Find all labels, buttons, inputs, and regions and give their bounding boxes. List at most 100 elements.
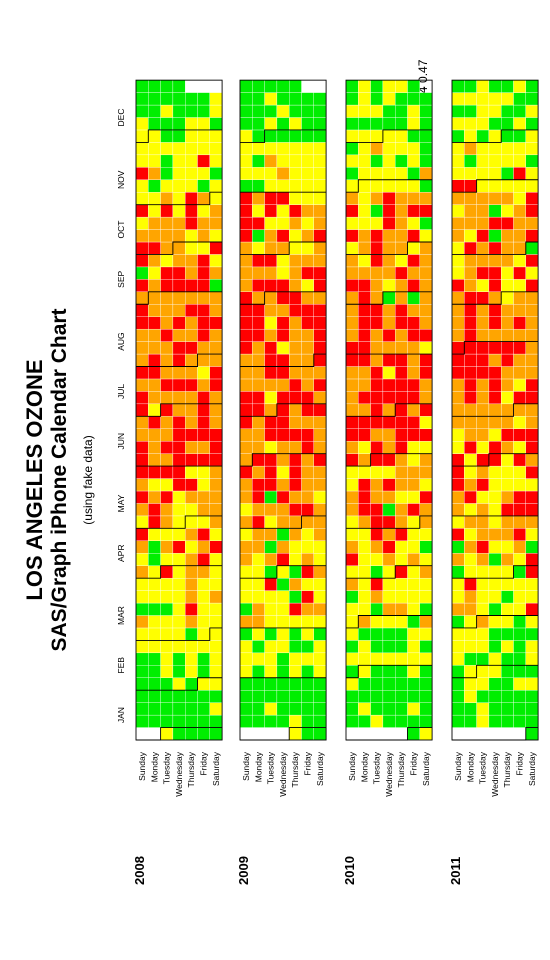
day-cell xyxy=(239,154,253,168)
day-cell xyxy=(160,192,174,205)
day-cell xyxy=(148,279,161,292)
day-cell xyxy=(395,192,408,205)
day-cell xyxy=(264,117,278,131)
day-cell xyxy=(345,490,359,504)
day-cell xyxy=(276,266,290,280)
weekday-label: Saturday xyxy=(421,751,431,786)
day-cell xyxy=(407,104,420,118)
day-cell xyxy=(488,241,502,255)
day-cell xyxy=(501,677,514,691)
day-cell xyxy=(289,304,302,317)
day-cell xyxy=(370,391,384,405)
day-cell xyxy=(252,602,265,616)
day-cell xyxy=(209,602,223,616)
day-cell xyxy=(395,129,408,143)
day-cell xyxy=(395,92,408,106)
day-cell xyxy=(313,565,327,579)
day-cell xyxy=(185,441,198,454)
day-cell xyxy=(313,515,327,529)
day-cell xyxy=(407,403,420,417)
day-cell xyxy=(451,478,465,492)
day-cell xyxy=(289,540,302,554)
day-cell xyxy=(197,154,210,168)
month-label: MAR xyxy=(116,606,126,625)
day-cell xyxy=(513,652,526,666)
day-cell xyxy=(395,179,408,193)
day-cell xyxy=(407,553,420,566)
day-cell xyxy=(301,714,314,728)
day-cell xyxy=(264,192,278,205)
day-cell xyxy=(172,677,186,691)
day-cell xyxy=(358,92,371,106)
day-cell xyxy=(395,154,408,168)
day-cell xyxy=(513,540,526,554)
month-label: JAN xyxy=(116,707,126,723)
day-cell xyxy=(135,565,149,579)
day-cell xyxy=(148,615,161,629)
day-cell xyxy=(345,465,359,479)
day-cell xyxy=(289,154,302,168)
day-cell xyxy=(135,179,149,193)
day-cell xyxy=(382,316,396,330)
day-cell xyxy=(252,677,265,691)
day-cell xyxy=(451,179,465,193)
day-cell xyxy=(135,416,149,429)
day-cell xyxy=(501,279,514,292)
day-cell xyxy=(276,167,290,180)
day-cell xyxy=(513,428,526,442)
day-cell xyxy=(197,117,210,131)
day-cell xyxy=(252,79,265,93)
day-cell xyxy=(289,353,302,367)
day-cell xyxy=(239,341,253,355)
day-cell xyxy=(239,254,253,268)
day-cell xyxy=(252,490,265,504)
day-cell xyxy=(264,403,278,417)
day-cell xyxy=(135,453,149,467)
day-cell xyxy=(451,416,465,429)
day-cell xyxy=(197,254,210,268)
day-cell xyxy=(488,665,502,678)
day-cell xyxy=(313,553,327,566)
day-cell xyxy=(172,478,186,492)
day-cell xyxy=(419,241,433,255)
day-cell xyxy=(239,391,253,405)
day-cell xyxy=(488,428,502,442)
day-cell xyxy=(464,341,477,355)
day-cell xyxy=(160,553,174,566)
day-cell xyxy=(239,291,253,305)
day-cell xyxy=(345,428,359,442)
day-cell xyxy=(172,79,186,93)
day-cell xyxy=(276,428,290,442)
day-cell xyxy=(513,316,526,330)
day-cell xyxy=(160,690,174,703)
day-cell xyxy=(525,216,539,230)
day-cell xyxy=(252,341,265,355)
day-cell xyxy=(476,241,490,255)
day-cell xyxy=(464,391,477,405)
day-cell xyxy=(464,353,477,367)
day-cell xyxy=(451,677,465,691)
day-cell xyxy=(476,627,490,641)
day-cell xyxy=(358,615,371,629)
day-cell xyxy=(289,403,302,417)
year-frame xyxy=(135,79,223,741)
day-cell xyxy=(252,503,265,517)
day-cell xyxy=(464,254,477,268)
day-cell xyxy=(313,652,327,666)
day-cell xyxy=(464,652,477,666)
day-cell xyxy=(276,291,290,305)
day-cell xyxy=(289,117,302,131)
day-cell xyxy=(197,441,210,454)
day-cell xyxy=(289,328,302,342)
day-cell xyxy=(501,702,514,716)
day-cell xyxy=(382,192,396,205)
day-cell xyxy=(197,328,210,342)
day-cell xyxy=(501,154,514,168)
day-cell xyxy=(488,204,502,218)
day-cell xyxy=(513,328,526,342)
day-cell xyxy=(476,528,490,541)
day-cell xyxy=(160,403,174,417)
day-cell xyxy=(476,142,490,156)
day-cell xyxy=(513,453,526,467)
day-cell xyxy=(252,478,265,492)
